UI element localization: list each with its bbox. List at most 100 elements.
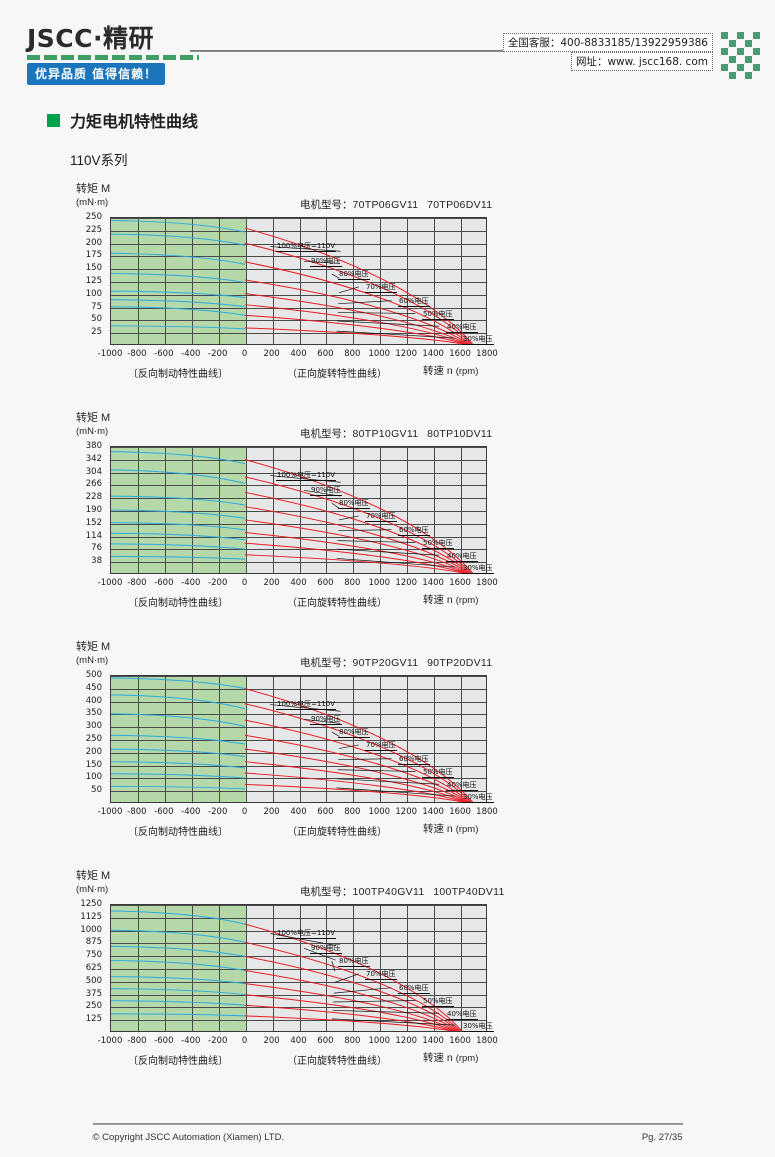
drive-characteristic-curve [244,459,473,573]
y-axis-tick: 250 [85,1001,102,1012]
voltage-annotation-label: 90%电压 [310,486,342,496]
grid-line-vertical [299,218,301,344]
grid-line-horizontal [111,498,486,500]
y-axis-tick: 250 [85,734,102,744]
y-axis-tick: 125 [85,276,102,286]
brake-characteristic-curve [111,306,246,316]
grid-line-vertical [137,676,139,802]
x-axis-tick: -200 [208,807,228,817]
brake-characteristic-curve [111,976,245,985]
motor-model-label: 电机型号：90TP20GV11 90TP20DV11 [300,655,492,670]
drive-characteristic-curve [244,542,465,573]
x-axis-title-text: 转速 n [423,365,453,377]
plot-area: 100%电压=110V 90%电压 80%电压 70%电压 60%电压 50%电压 40%电… [110,217,494,345]
page-number: Pg. 27/35 [641,1132,683,1143]
drive-characteristic-curve [244,506,469,573]
x-axis-tick: 0 [241,349,248,359]
x-axis-tick: -200 [208,1036,228,1046]
grid-line-vertical [461,905,463,1031]
reverse-brake-region [111,218,246,344]
model-1: 70TP06GV11 [352,199,419,211]
checker-cell [721,32,728,39]
x-axis-tick: 1200 [395,349,418,359]
grid-line-vertical [353,905,355,1031]
y-axis-tick: 152 [85,517,102,528]
model-1: 90TP20GV11 [352,657,419,669]
y-axis-tick-labels: 1250 1125 1000 875 750 625 500 375 250 125 [0,899,106,1032]
x-axis-unit: (rpm) [455,595,479,606]
grid-line-horizontal [111,969,486,970]
x-axis-tick: 1600 [449,1036,471,1046]
annotation-leader-line [338,529,392,531]
grid-line-vertical [245,905,247,1031]
customer-service-label: 全国客服 [507,37,550,49]
grid-line-vertical [353,676,355,802]
brake-characteristic-curve [111,734,246,745]
y-axis-tick: 450 [85,682,102,693]
grid-line-horizontal [111,714,486,716]
voltage-annotation-label: 100%电压=110V [276,242,337,252]
x-axis-tick: 200 [263,1036,280,1046]
grid-line-vertical [461,218,463,344]
plot-area: 100%电压=110V 90%电压 80%电压 70%电压 60%电压 50%电压 40%电… [110,904,494,1032]
grid-line-vertical [164,905,166,1031]
x-axis-tick: 800 [344,1036,361,1046]
copyright-text: © Copyright JSCC Automation (Xiamen) LTD… [92,1132,285,1143]
curve-layer [111,220,473,344]
brake-characteristic-curve [111,522,245,531]
grid-line-horizontal [111,333,486,335]
grid-line-vertical [461,447,463,573]
grid-line-vertical [434,905,436,1031]
x-axis-tick: -1000 [97,1036,123,1046]
annotation-leader-line [270,475,341,483]
y-axis-tick: 750 [85,950,102,961]
y-axis-unit: (mN·m) [76,196,109,208]
checker-pattern-decoration [721,32,765,79]
y-axis-tick: 114 [85,530,102,541]
x-axis-tick: 200 [263,807,280,817]
motor-model-label: 电机型号：70TP06GV11 70TP06DV11 [300,197,492,212]
checker-cell [721,48,728,55]
brake-characteristic-curve [111,532,245,541]
x-axis-tick: 1400 [422,1036,444,1046]
x-axis-tick: -1000 [97,807,123,817]
x-axis-tick: 400 [290,1036,307,1046]
x-axis-tick: 400 [290,578,307,588]
checker-cell [737,48,744,55]
grid-line-horizontal [111,727,486,729]
grid-line-vertical [407,218,409,344]
x-axis-tick: -800 [127,578,147,588]
grid-line-horizontal [111,294,486,296]
reverse-brake-region [111,676,246,802]
x-axis-tick: -800 [127,807,147,817]
grid-line-vertical [164,218,166,344]
voltage-annotation-label: 80%电压 [338,957,370,967]
voltage-annotation-label: 70%电压 [365,283,397,293]
x-axis-tick: 800 [344,807,361,817]
grid-line-vertical [434,447,436,573]
grid-line-horizontal [111,536,486,538]
annotation-leader-line [331,273,340,279]
grid-line-vertical [353,218,355,344]
y-axis-tick: 200 [85,746,102,757]
x-axis-tick: -400 [181,578,201,588]
grid-line-vertical [380,218,382,344]
x-axis-tick-labels: -1000 -800 -600 -400 -200 0 200 400 600 800 1000 12… [98,1036,498,1050]
brake-characteristic-curve [111,694,246,710]
chart-block-2: 转矩 M (mN·m) 电机型号：90TP20GV11 90TP20DV11 100%… [0,641,775,856]
brake-characteristic-curve [111,677,246,690]
voltage-annotation-label: 30%电压 [462,793,494,803]
annotation-leader-line [336,558,456,568]
voltage-annotation-label: 40%电压 [446,781,478,791]
drive-characteristic-curve [244,519,468,573]
model-2: 100TP40DV11 [433,886,505,898]
x-axis-tick: 800 [344,349,361,359]
y-axis-tick: 150 [85,263,102,274]
grid-line-vertical [380,447,382,573]
x-axis-tick: -200 [208,349,228,359]
voltage-annotation-label: 70%电压 [365,741,397,751]
grid-line-vertical [326,447,328,573]
checker-cell [745,56,752,63]
section-title: 力矩电机特性曲线 [47,108,775,132]
drive-characteristic-curve [244,703,472,802]
